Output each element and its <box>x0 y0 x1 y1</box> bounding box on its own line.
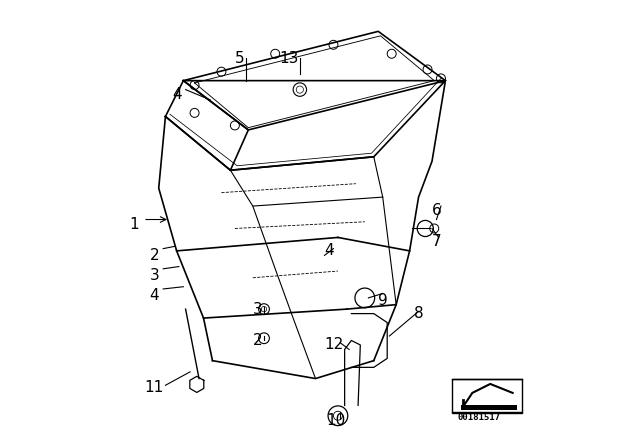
Text: 11: 11 <box>145 380 164 395</box>
Text: 8: 8 <box>413 306 424 321</box>
Text: 5: 5 <box>234 51 244 66</box>
Text: 2: 2 <box>252 333 262 348</box>
Text: 1: 1 <box>129 216 139 232</box>
Text: 13: 13 <box>279 51 298 66</box>
Text: 7: 7 <box>431 234 442 250</box>
Text: 4: 4 <box>172 86 182 102</box>
Text: 4: 4 <box>324 243 334 258</box>
Text: 12: 12 <box>324 337 343 353</box>
Text: 4: 4 <box>149 288 159 303</box>
FancyBboxPatch shape <box>452 379 522 413</box>
Text: 6: 6 <box>431 203 442 218</box>
Text: 9: 9 <box>378 293 388 308</box>
Text: 00181517: 00181517 <box>458 413 500 422</box>
Bar <box>461 405 517 410</box>
Text: 3: 3 <box>149 268 159 283</box>
Text: 10: 10 <box>326 413 346 428</box>
Text: 2: 2 <box>149 248 159 263</box>
Text: 3: 3 <box>252 302 262 317</box>
